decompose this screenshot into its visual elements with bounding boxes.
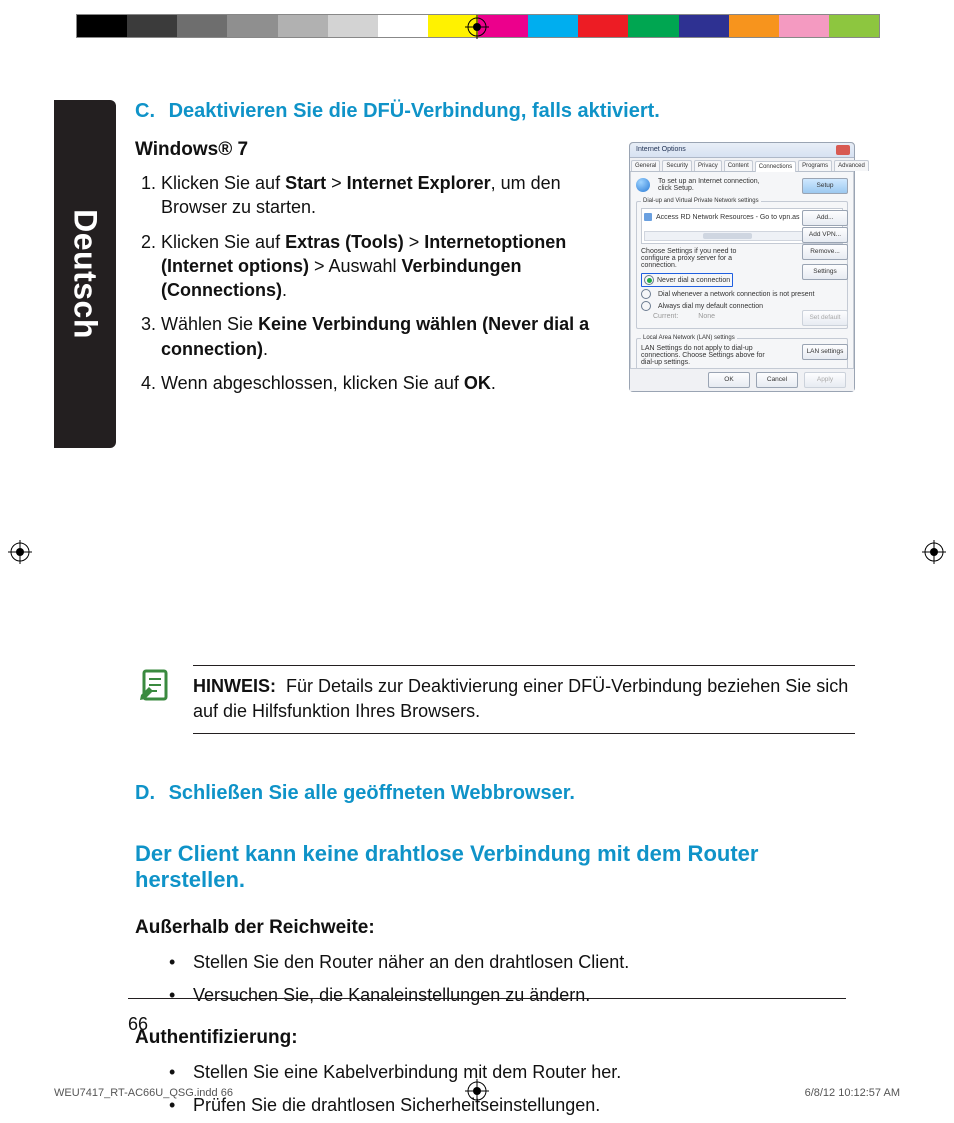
imprint-file: WEU7417_RT-AC66U_QSG.indd 66 bbox=[54, 1087, 233, 1099]
section-c-label: C. bbox=[135, 100, 163, 123]
section-d-heading: D. Schließen Sie alle geöffneten Webbrow… bbox=[135, 782, 855, 805]
sub-heading-range: Außerhalb der Reichweite: bbox=[135, 917, 855, 939]
apply-button: Apply bbox=[804, 372, 846, 388]
tab-programs: Programs bbox=[798, 160, 832, 171]
list-item: Stellen Sie eine Kabelverbindung mit dem… bbox=[193, 1059, 855, 1086]
section-c-heading: C. Deaktivieren Sie die DFÜ-Verbindung, … bbox=[135, 100, 855, 123]
note-text: HINWEIS: Für Details zur Deaktivierung e… bbox=[193, 665, 855, 734]
dialog-footer: OK Cancel Apply bbox=[630, 368, 854, 391]
tab-privacy: Privacy bbox=[694, 160, 722, 171]
step-item: Klicken Sie auf Start > Internet Explore… bbox=[161, 171, 621, 220]
registration-mark-icon bbox=[465, 15, 489, 39]
imprint-timestamp: 6/8/12 10:12:57 AM bbox=[805, 1087, 900, 1099]
tab-connections: Connections bbox=[755, 161, 796, 172]
radio-icon bbox=[644, 275, 654, 285]
list-item: Stellen Sie den Router näher an den drah… bbox=[193, 949, 855, 976]
setup-button: Setup bbox=[802, 178, 848, 194]
section-d-label: D. bbox=[135, 782, 163, 805]
remove-button: Remove... bbox=[802, 244, 848, 260]
dialup-fieldset: Dial-up and Virtual Private Network sett… bbox=[636, 198, 848, 329]
dialog-titlebar: Internet Options bbox=[630, 143, 854, 158]
lan-settings-button: LAN settings bbox=[802, 344, 848, 360]
radio-icon bbox=[641, 301, 651, 311]
section-d-title: Schließen Sie alle geöffneten Webbrowser… bbox=[169, 782, 575, 804]
tab-security: Security bbox=[662, 160, 692, 171]
registration-mark-icon bbox=[8, 540, 32, 564]
troubleshoot-heading: Der Client kann keine drahtlose Verbindu… bbox=[135, 841, 855, 893]
settings-button: Settings bbox=[802, 264, 848, 280]
imprint-line: WEU7417_RT-AC66U_QSG.indd 66 6/8/12 10:1… bbox=[54, 1087, 900, 1099]
radio-icon bbox=[641, 289, 651, 299]
ok-button: OK bbox=[708, 372, 750, 388]
dialog-tabs: General Security Privacy Content Connect… bbox=[630, 158, 854, 172]
connection-icon bbox=[644, 213, 652, 221]
note-icon bbox=[135, 665, 175, 705]
range-list: Stellen Sie den Router näher an den drah… bbox=[135, 949, 855, 1009]
step-item: Wählen Sie Keine Verbindung wählen (Neve… bbox=[161, 312, 621, 361]
add-vpn-button: Add VPN... bbox=[802, 227, 848, 243]
sub-heading-auth: Authentifizierung: bbox=[135, 1027, 855, 1049]
tab-general: General bbox=[631, 160, 660, 171]
steps-list: Klicken Sie auf Start > Internet Explore… bbox=[135, 171, 621, 395]
registration-mark-icon bbox=[922, 540, 946, 564]
close-icon bbox=[836, 145, 850, 155]
tab-advanced: Advanced bbox=[834, 160, 869, 171]
section-c-title: Deaktivieren Sie die DFÜ-Verbindung, fal… bbox=[169, 100, 660, 122]
internet-options-screenshot: Internet Options General Security Privac… bbox=[629, 142, 855, 392]
set-default-button: Set default bbox=[802, 310, 848, 326]
list-item: Versuchen Sie, die Kanaleinstellungen zu… bbox=[193, 982, 855, 1009]
step-item: Klicken Sie auf Extras (Tools) > Interne… bbox=[161, 230, 621, 303]
globe-icon bbox=[636, 178, 650, 192]
never-dial-highlight: Never dial a connection bbox=[641, 273, 733, 287]
page-number: 66 bbox=[128, 1014, 148, 1035]
footer-rule bbox=[128, 998, 846, 999]
add-button: Add... bbox=[802, 210, 848, 226]
cancel-button: Cancel bbox=[756, 372, 798, 388]
language-tab: Deutsch bbox=[54, 100, 116, 448]
language-tab-label: Deutsch bbox=[67, 209, 104, 339]
tab-content: Content bbox=[724, 160, 753, 171]
hinweis-note: HINWEIS: Für Details zur Deaktivierung e… bbox=[135, 665, 855, 734]
step-item: Wenn abgeschlossen, klicken Sie auf OK. bbox=[161, 371, 621, 395]
page-content: C. Deaktivieren Sie die DFÜ-Verbindung, … bbox=[135, 100, 855, 1123]
